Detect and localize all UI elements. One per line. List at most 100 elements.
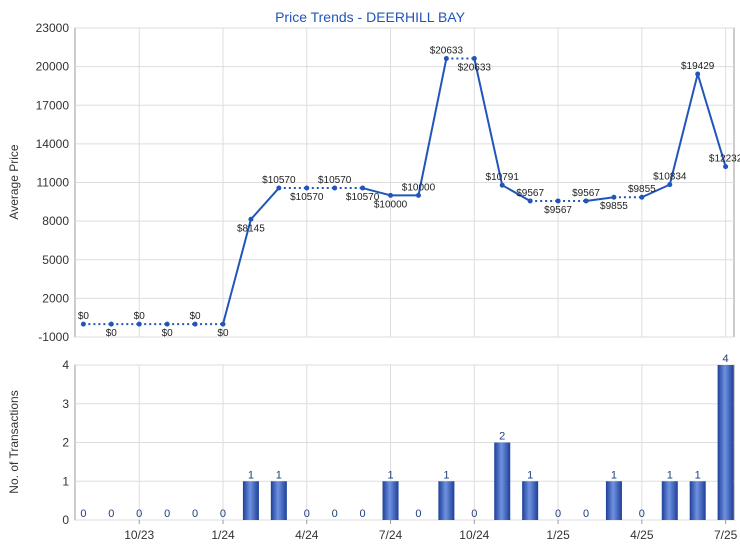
bottom-y-tick-label: 4 bbox=[62, 358, 69, 372]
transaction-bar bbox=[242, 481, 259, 520]
price-data-label: $10570 bbox=[290, 192, 324, 203]
bottom-grid bbox=[75, 364, 734, 521]
price-data-label: $12232 bbox=[709, 154, 740, 165]
transaction-data-label: 0 bbox=[639, 508, 645, 520]
price-data-label: $10570 bbox=[346, 192, 380, 203]
price-series-points bbox=[80, 55, 729, 327]
price-data-label: $8145 bbox=[237, 223, 265, 234]
price-point bbox=[388, 192, 394, 198]
price-line-segment bbox=[362, 187, 391, 197]
transaction-bar bbox=[270, 481, 287, 520]
price-data-label: $10834 bbox=[653, 172, 687, 183]
price-data-label: $9567 bbox=[572, 188, 600, 199]
transaction-data-label: 0 bbox=[192, 508, 198, 520]
price-data-label: $10000 bbox=[402, 182, 436, 193]
price-data-label: $20633 bbox=[458, 62, 492, 73]
price-data-label: $9567 bbox=[544, 205, 572, 216]
top-grid bbox=[75, 27, 734, 338]
price-line-segment bbox=[417, 58, 448, 196]
top-y-tick-label: 23000 bbox=[36, 21, 70, 35]
price-point bbox=[415, 192, 421, 198]
transaction-data-label: 0 bbox=[471, 508, 477, 520]
top-y-tick-label: 2000 bbox=[42, 291, 69, 305]
price-line-chart: -1000 2000 5000 8000 11000 14000 17000 20000 230… bbox=[7, 21, 740, 344]
transaction-data-label: 0 bbox=[164, 508, 170, 520]
transaction-bar bbox=[522, 481, 539, 520]
price-point bbox=[108, 321, 114, 327]
price-line-segment bbox=[222, 219, 252, 325]
price-point bbox=[555, 198, 561, 204]
transaction-data-label: 0 bbox=[332, 508, 338, 520]
price-data-label: $10791 bbox=[486, 172, 520, 183]
transaction-data-label: 0 bbox=[360, 508, 366, 520]
top-y-tick-label: 20000 bbox=[36, 60, 70, 74]
x-tick-label: 4/24 bbox=[295, 528, 319, 542]
price-data-label: $0 bbox=[162, 328, 174, 339]
transaction-data-label: 0 bbox=[136, 508, 142, 520]
transaction-bar bbox=[494, 442, 511, 520]
price-line-segment bbox=[473, 58, 504, 186]
price-point bbox=[443, 55, 449, 61]
transaction-bar bbox=[689, 481, 706, 520]
price-point bbox=[220, 321, 226, 327]
x-tick-label: 1/25 bbox=[546, 528, 570, 542]
transaction-data-label: 0 bbox=[108, 508, 114, 520]
top-y-tick-label: -1000 bbox=[38, 330, 69, 344]
price-data-label: $0 bbox=[106, 328, 118, 339]
x-tick-label: 4/25 bbox=[630, 528, 654, 542]
price-data-label: $0 bbox=[134, 311, 146, 322]
price-line-segment bbox=[501, 184, 531, 202]
x-tick-label: 1/24 bbox=[211, 528, 235, 542]
price-data-label: $10570 bbox=[318, 175, 352, 186]
transaction-data-labels: 0 0 0 0 0 0 1 1 0 0 0 1 0 1 0 2 1 0 0 1 0 1 1 4 bbox=[80, 353, 728, 520]
price-line-segment bbox=[641, 183, 671, 199]
price-point bbox=[248, 216, 254, 222]
price-line-segment bbox=[668, 73, 699, 185]
price-line-segment bbox=[250, 187, 280, 220]
price-data-label: $0 bbox=[190, 311, 202, 322]
price-point bbox=[304, 185, 310, 191]
price-point bbox=[192, 321, 198, 327]
price-point bbox=[80, 321, 86, 327]
price-data-label: $9855 bbox=[600, 201, 628, 212]
price-line-segment bbox=[696, 73, 727, 167]
bottom-y-tick-label: 0 bbox=[62, 513, 69, 527]
price-point bbox=[527, 198, 533, 204]
price-point bbox=[332, 185, 338, 191]
bottom-y-axis-label: No. of Transactions bbox=[7, 390, 21, 493]
price-line-segment bbox=[585, 196, 615, 202]
x-tick-label: 7/25 bbox=[714, 528, 738, 542]
transaction-data-label: 1 bbox=[443, 469, 449, 481]
price-data-label: $10570 bbox=[262, 175, 296, 186]
transaction-bar bbox=[438, 481, 455, 520]
transaction-data-label: 0 bbox=[415, 508, 421, 520]
price-point bbox=[136, 321, 142, 327]
transaction-data-label: 1 bbox=[695, 469, 701, 481]
bottom-y-tick-label: 1 bbox=[62, 474, 69, 488]
top-y-tick-labels: -1000 2000 5000 8000 11000 14000 17000 20000 230… bbox=[36, 21, 70, 344]
price-point bbox=[583, 198, 589, 204]
transaction-data-label: 0 bbox=[555, 508, 561, 520]
transaction-data-label: 2 bbox=[499, 431, 505, 443]
price-point bbox=[723, 164, 729, 170]
x-tick-label: 10/24 bbox=[459, 528, 489, 542]
bottom-y-tick-label: 2 bbox=[62, 436, 69, 450]
transaction-data-label: 1 bbox=[667, 469, 673, 481]
transaction-data-label: 1 bbox=[248, 469, 254, 481]
transaction-data-label: 0 bbox=[220, 508, 226, 520]
transaction-bars bbox=[242, 365, 734, 520]
transaction-data-label: 1 bbox=[276, 469, 282, 481]
bottom-y-tick-label: 3 bbox=[62, 397, 69, 411]
price-point bbox=[164, 321, 170, 327]
transaction-data-label: 0 bbox=[80, 508, 86, 520]
price-data-label: $9567 bbox=[516, 188, 544, 199]
price-data-label: $10000 bbox=[374, 199, 408, 210]
price-point bbox=[471, 55, 477, 61]
transaction-bar bbox=[661, 481, 678, 520]
price-point bbox=[639, 194, 645, 200]
x-tick-labels: 10/23 1/24 4/24 7/24 10/24 1/25 4/25 7/25 bbox=[124, 520, 738, 542]
price-point bbox=[276, 185, 282, 191]
top-y-tick-label: 17000 bbox=[36, 98, 70, 112]
x-tick-label: 7/24 bbox=[379, 528, 403, 542]
